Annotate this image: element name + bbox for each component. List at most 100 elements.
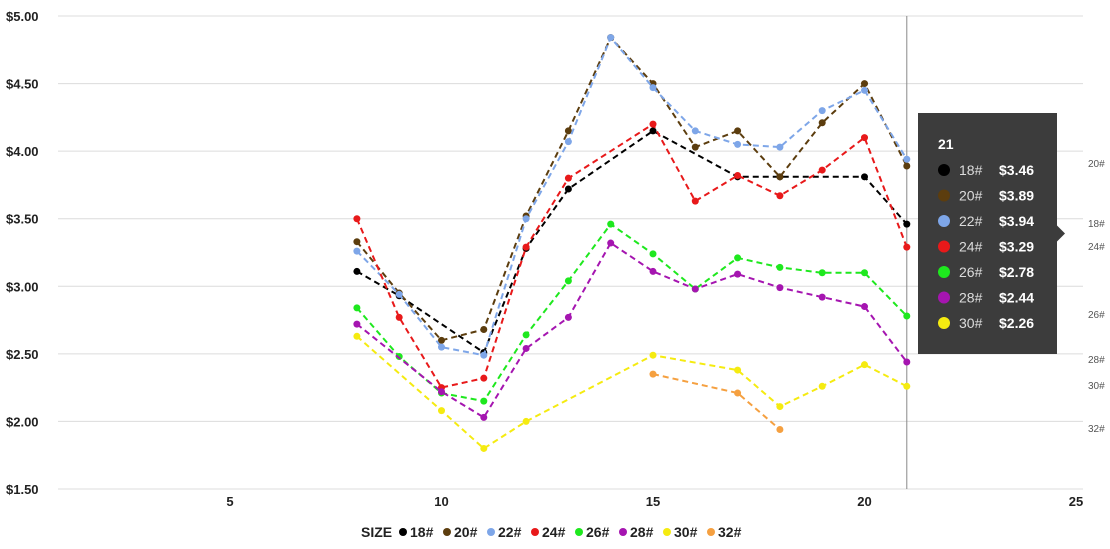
data-point[interactable] xyxy=(438,407,445,415)
data-point[interactable] xyxy=(734,171,742,179)
data-point[interactable] xyxy=(438,343,445,351)
legend-item-label[interactable]: 22# xyxy=(498,524,522,540)
data-point[interactable] xyxy=(353,215,361,223)
data-point[interactable] xyxy=(438,336,445,344)
data-point[interactable] xyxy=(353,267,361,275)
legend-item-label[interactable]: 24# xyxy=(542,524,566,540)
data-point[interactable] xyxy=(776,426,784,434)
data-point[interactable] xyxy=(861,361,868,369)
data-point[interactable] xyxy=(522,215,530,223)
end-label: 18# xyxy=(1088,219,1105,230)
data-point[interactable] xyxy=(734,270,742,278)
data-point[interactable] xyxy=(903,162,911,170)
data-point[interactable] xyxy=(564,127,572,135)
legend-item-label[interactable]: 28# xyxy=(630,524,654,540)
data-point[interactable] xyxy=(607,220,615,228)
data-point[interactable] xyxy=(522,417,530,425)
data-point[interactable] xyxy=(564,185,572,193)
data-point[interactable] xyxy=(353,247,361,255)
data-point[interactable] xyxy=(903,358,911,366)
data-point[interactable] xyxy=(480,374,488,382)
data-point[interactable] xyxy=(776,263,784,271)
plot-area[interactable] xyxy=(353,34,911,452)
data-point[interactable] xyxy=(691,285,699,293)
data-point[interactable] xyxy=(903,155,911,163)
data-point[interactable] xyxy=(564,277,572,285)
data-point[interactable] xyxy=(691,127,699,135)
data-point[interactable] xyxy=(818,166,826,174)
data-point[interactable] xyxy=(861,173,868,181)
data-point[interactable] xyxy=(776,403,784,411)
data-point[interactable] xyxy=(353,304,361,312)
data-point[interactable] xyxy=(734,366,742,374)
data-point[interactable] xyxy=(734,389,742,397)
tooltip-series-value: $2.78 xyxy=(999,264,1034,280)
data-point[interactable] xyxy=(395,313,403,321)
data-point[interactable] xyxy=(903,312,911,320)
data-point[interactable] xyxy=(607,34,615,42)
data-point[interactable] xyxy=(649,267,657,275)
data-point[interactable] xyxy=(818,382,826,390)
data-point[interactable] xyxy=(353,332,361,340)
legend-marker xyxy=(399,528,407,536)
data-point[interactable] xyxy=(818,107,826,115)
data-point[interactable] xyxy=(734,127,742,135)
data-point[interactable] xyxy=(861,303,868,311)
y-tick-label: $3.00 xyxy=(6,279,39,294)
data-point[interactable] xyxy=(818,269,826,277)
data-point[interactable] xyxy=(353,238,361,246)
end-label: 20# xyxy=(1088,159,1105,170)
data-point[interactable] xyxy=(776,192,784,200)
data-point[interactable] xyxy=(564,313,572,321)
data-point[interactable] xyxy=(818,293,826,301)
data-point[interactable] xyxy=(649,84,657,92)
data-point[interactable] xyxy=(776,284,784,292)
data-point[interactable] xyxy=(734,254,742,262)
data-point[interactable] xyxy=(776,143,784,151)
end-label: 24# xyxy=(1088,242,1105,253)
data-point[interactable] xyxy=(522,331,530,339)
data-point[interactable] xyxy=(438,388,445,396)
data-point[interactable] xyxy=(861,269,868,277)
data-point[interactable] xyxy=(480,444,488,452)
data-point[interactable] xyxy=(861,80,868,88)
legend-item-label[interactable]: 18# xyxy=(410,524,434,540)
data-point[interactable] xyxy=(480,413,488,421)
legend-item-label[interactable]: 30# xyxy=(674,524,698,540)
data-point[interactable] xyxy=(861,86,868,94)
data-point[interactable] xyxy=(649,370,657,378)
data-point[interactable] xyxy=(903,382,911,390)
data-point[interactable] xyxy=(903,243,911,251)
data-point[interactable] xyxy=(691,197,699,205)
data-point[interactable] xyxy=(564,174,572,182)
data-point[interactable] xyxy=(480,397,488,405)
y-tick-label: $2.00 xyxy=(6,414,39,429)
legend-marker xyxy=(443,528,451,536)
x-tick-label: 20 xyxy=(857,494,871,509)
data-point[interactable] xyxy=(903,220,911,228)
data-point[interactable] xyxy=(522,243,530,251)
data-point[interactable] xyxy=(480,351,488,359)
end-label: 32# xyxy=(1088,424,1105,435)
data-point[interactable] xyxy=(734,140,742,148)
legend-item-label[interactable]: 32# xyxy=(718,524,742,540)
data-point[interactable] xyxy=(649,351,657,359)
legend-item-label[interactable]: 20# xyxy=(454,524,478,540)
data-point[interactable] xyxy=(395,290,403,298)
data-point[interactable] xyxy=(818,119,826,127)
data-point[interactable] xyxy=(353,320,361,328)
tooltip-series-name: 20# xyxy=(959,188,983,204)
data-point[interactable] xyxy=(776,173,784,181)
series-line-30 xyxy=(356,335,908,450)
data-point[interactable] xyxy=(564,138,572,146)
data-point[interactable] xyxy=(607,239,615,247)
data-point[interactable] xyxy=(649,127,657,135)
legend-item-label[interactable]: 26# xyxy=(586,524,610,540)
data-point[interactable] xyxy=(691,143,699,151)
data-point[interactable] xyxy=(649,120,657,128)
data-point[interactable] xyxy=(480,326,488,334)
data-point[interactable] xyxy=(522,344,530,352)
data-point[interactable] xyxy=(649,250,657,258)
tooltip-swatch xyxy=(938,164,950,176)
data-point[interactable] xyxy=(861,134,868,142)
